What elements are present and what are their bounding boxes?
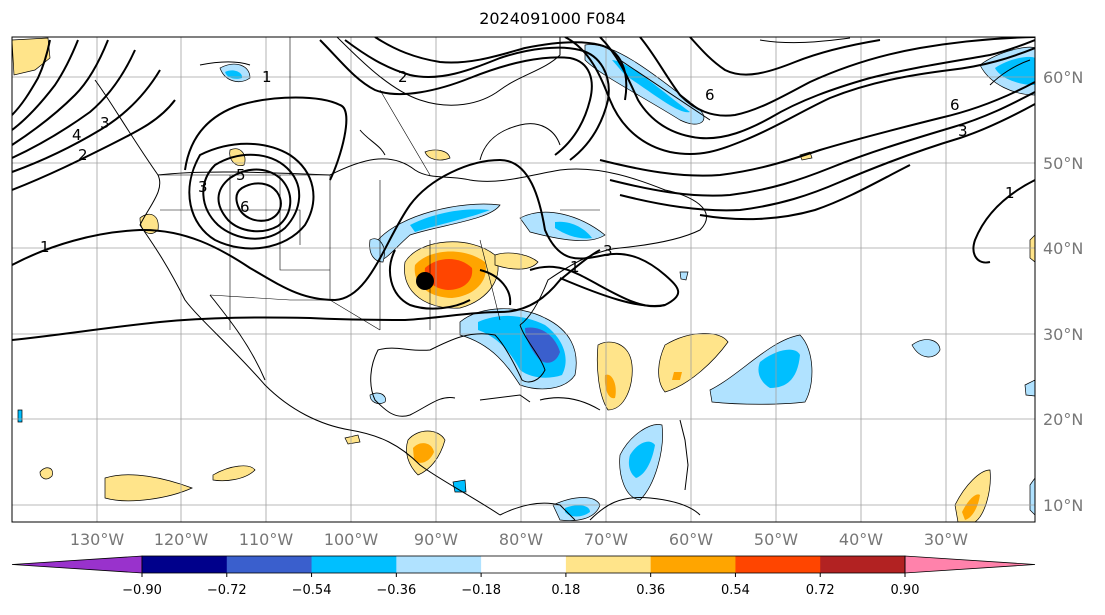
colorbar-frame [141,555,906,574]
longitude-label: 120°W [154,530,209,549]
contour-label: 2 [398,68,408,86]
longitude-label: 110°W [239,530,294,549]
contour-label: 2 [78,146,88,164]
contour-label: 1 [40,238,50,256]
longitude-label: 60°W [669,530,713,549]
contour-label: 6 [240,198,250,216]
colorbar-tick-label: −0.54 [292,583,332,598]
longitude-label: 70°W [584,530,628,549]
longitude-label: 100°W [324,530,379,549]
contour-label: 4 [72,126,82,144]
longitude-label: 50°W [754,530,798,549]
colorbar-segment [735,556,821,573]
contour-label: 1 [1005,184,1015,202]
colorbar-extend-low [11,555,143,574]
colorbar-segment [820,556,906,573]
colorbar-tick-label: −0.18 [461,583,501,598]
colorbar-tick-label: −0.72 [207,583,247,598]
contour-label: 5 [236,166,246,184]
shaded-fields [12,37,1035,522]
map-frame [11,36,1036,523]
colorbar: −0.90 −0.72 −0.54 −0.36 −0.18 0.18 0.36 0.54 0.7… [11,555,1036,598]
colorbar-segment [650,556,736,573]
colorbar-tick-label: 0.36 [636,583,665,598]
latitude-label: 60°N [1043,68,1083,87]
colorbar-segment [565,556,652,573]
longitude-label: 80°W [499,530,543,549]
longitude-label: 130°W [70,530,125,549]
contour-label: 1 [570,258,580,276]
colorbar-tick-label: −0.90 [122,583,162,598]
latitude-label: 20°N [1043,410,1083,429]
colorbar-tick-label: 0.54 [721,583,750,598]
contour-lines [12,37,1035,341]
colorbar-segment [481,556,567,573]
latitude-labels: 60°N 50°N 40°N 30°N 20°N 10°N [1043,68,1083,515]
contour-label: 3 [198,178,208,196]
colorbar-segment [311,556,397,573]
colorbar-segment [396,556,482,573]
contour-label: 3 [958,122,968,140]
colorbar-tick-label: 0.18 [551,583,580,598]
longitude-labels: 130°W 120°W 110°W 100°W 90°W 80°W 70°W 6… [70,530,968,549]
colorbar-tick-label: 0.90 [891,583,920,598]
colorbar-tick-label: 0.72 [806,583,835,598]
map-background [12,37,1035,522]
storm-center-marker [416,272,434,290]
latitude-label: 40°N [1043,239,1083,258]
contour-label: 1 [262,68,272,86]
latitude-label: 30°N [1043,325,1083,344]
colorbar-segment [142,556,228,573]
latitude-label: 50°N [1043,154,1083,173]
contour-label: 6 [950,96,960,114]
longitude-label: 40°W [839,530,883,549]
colorbar-extend-high [904,555,1036,574]
longitude-label: 90°W [414,530,458,549]
contour-label: 3 [100,114,110,132]
colorbar-segment [226,556,313,573]
contour-label: 6 [705,86,715,104]
coastlines [94,37,1031,521]
contour-labels: 1 1 1 1 2 2 3 3 3 3 4 5 6 6 6 [40,68,1015,276]
latitude-label: 10°N [1043,496,1083,515]
longitude-label: 30°W [924,530,968,549]
contour-label: 3 [603,242,613,260]
map-title: 2024091000 F084 [479,9,626,28]
colorbar-tick-label: −0.36 [376,583,416,598]
